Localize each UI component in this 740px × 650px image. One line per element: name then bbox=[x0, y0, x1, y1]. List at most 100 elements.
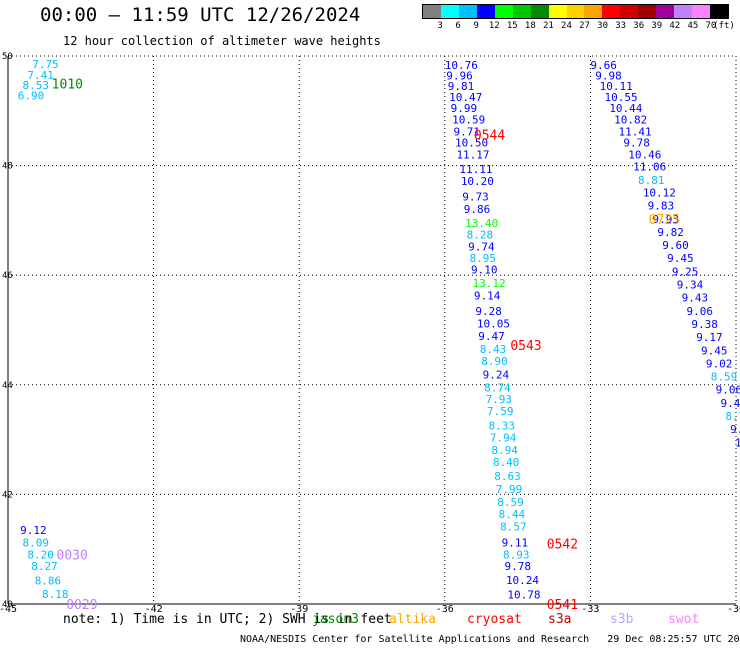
legend-swatch bbox=[602, 5, 621, 18]
legend-swatch bbox=[512, 5, 531, 18]
y-tick-label: 46 bbox=[2, 271, 13, 281]
wave-height-label: 9.12 bbox=[20, 524, 46, 537]
wave-height-label: 7.59 bbox=[487, 405, 514, 418]
wave-height-label: 9.78 bbox=[504, 560, 530, 573]
track-time-label: 0029 bbox=[66, 598, 97, 613]
wave-height-label: 10.76 bbox=[445, 59, 478, 72]
satellite-name: swot bbox=[668, 612, 700, 627]
wave-height-label: 10.05 bbox=[477, 317, 510, 330]
wave-height-label: 8.20 bbox=[27, 549, 54, 562]
satellite-name: jason3 bbox=[312, 612, 359, 627]
wave-height-label: 13.40 bbox=[465, 217, 498, 230]
wave-height-label: 9.81 bbox=[448, 80, 475, 93]
wave-height-label: 9.45 bbox=[701, 344, 728, 357]
wave-height-label: 11.06 bbox=[633, 161, 666, 174]
wave-height-label: 10.46 bbox=[628, 149, 661, 162]
wave-height-label: 9.82 bbox=[657, 226, 684, 239]
legend-tick-label: 45 bbox=[687, 21, 699, 31]
wave-height-label: 9.96 bbox=[446, 70, 473, 83]
wave-height-label: 8.95 bbox=[470, 252, 497, 265]
wave-height-label: 10.11 bbox=[600, 80, 633, 93]
wave-height-label: 10.24 bbox=[506, 574, 539, 587]
wave-height-label: 8.81 bbox=[638, 174, 665, 187]
legend-swatch bbox=[440, 5, 459, 18]
x-tick-label: -36 bbox=[436, 604, 454, 615]
wave-height-label: 9.83 bbox=[648, 200, 675, 213]
wave-height-label: 9.45 bbox=[667, 252, 694, 265]
wave-height-label: 10.55 bbox=[604, 91, 637, 104]
x-tick-label: -42 bbox=[145, 604, 163, 615]
x-tick-label: -39 bbox=[290, 604, 308, 615]
page-title: 00:00 – 11:59 UTC 12/26/2024 bbox=[40, 4, 361, 26]
wave-height-label: 8.43 bbox=[480, 343, 507, 356]
wave-height-label: 8.09 bbox=[23, 537, 49, 550]
wave-height-label: 11.11 bbox=[459, 163, 492, 176]
legend-tick-label: 6 bbox=[455, 21, 461, 31]
legend-swatch bbox=[584, 5, 603, 18]
legend-tick-label: 39 bbox=[651, 21, 663, 31]
wave-height-label: 9.06 bbox=[686, 305, 713, 318]
legend-swatch bbox=[423, 5, 441, 18]
satellite-name: altika bbox=[389, 612, 436, 627]
wave-height-label: 8.63 bbox=[494, 470, 520, 483]
wave-height-label: 8.18 bbox=[42, 588, 68, 601]
track-time-label: 1010 bbox=[52, 77, 83, 92]
satellite-name: s3b bbox=[610, 612, 634, 627]
color-legend: 3 6 9 12 15 18 21 24 27 30 33 36 39 42 45 70 (ft) bbox=[422, 4, 735, 36]
wave-height-label: 13.12 bbox=[472, 277, 505, 290]
legend-unit-label: (ft) bbox=[713, 21, 735, 31]
legend-swatch bbox=[638, 5, 657, 18]
legend-tick-label: 33 bbox=[615, 21, 627, 31]
wave-height-label: 8.44 bbox=[499, 508, 526, 521]
wave-height-label: 7.93 bbox=[486, 393, 513, 406]
wave-height-label: 9.02 bbox=[706, 357, 733, 370]
wave-height-label: 10.59 bbox=[452, 114, 485, 127]
wave-height-label: 9.86 bbox=[464, 203, 491, 216]
wave-height-label: 9.14 bbox=[474, 289, 501, 302]
wave-height-label: 9.43 bbox=[682, 292, 709, 305]
wave-height-label: 7.41 bbox=[27, 69, 54, 82]
x-tick-label: -30 bbox=[727, 604, 740, 615]
wave-height-label: 11.17 bbox=[456, 149, 489, 162]
wave-height-label: 11.41 bbox=[619, 126, 652, 139]
legend-tick-label: 30 bbox=[597, 21, 608, 31]
legend-swatch bbox=[494, 5, 513, 18]
wave-height-label: 9.47 bbox=[478, 330, 505, 343]
credit-line: NOAA/NESDIS Center for Satellite Applica… bbox=[240, 634, 740, 645]
legend-tick-label: 36 bbox=[633, 21, 645, 31]
satellite-name: cryosat bbox=[467, 612, 522, 627]
legend-swatch bbox=[458, 5, 477, 18]
wave-height-label: 8.72 bbox=[725, 410, 740, 423]
wave-height-label: 9.99 bbox=[451, 102, 478, 115]
wave-height-label: 9.74 bbox=[468, 241, 495, 254]
wave-height-label: 7.99 bbox=[496, 483, 523, 496]
legend-tick-label: 3 bbox=[437, 21, 443, 31]
wave-height-label: 10.44 bbox=[609, 102, 642, 115]
wave-height-label: 8.94 bbox=[491, 444, 518, 457]
wave-height-label: 9.42 bbox=[720, 397, 740, 410]
wave-height-label: 8.27 bbox=[31, 560, 57, 573]
legend-tick-label: 70 bbox=[705, 21, 717, 31]
y-tick-label: 42 bbox=[2, 490, 13, 500]
wave-height-label: 9.34 bbox=[677, 279, 704, 292]
wave-height-label: 8.86 bbox=[35, 574, 62, 587]
x-tick-label: -45 bbox=[0, 604, 17, 615]
track-time-label: 0543 bbox=[510, 339, 541, 354]
wave-height-label: 9.73 bbox=[462, 190, 489, 203]
legend-labels: 3 6 9 12 15 18 21 24 27 30 33 36 39 42 45 70 (ft) bbox=[422, 19, 735, 33]
wave-height-label: 9.66 bbox=[590, 59, 617, 72]
legend-tick-label: 12 bbox=[488, 21, 500, 31]
page-subtitle: 12 hour collection of altimeter wave hei… bbox=[63, 34, 381, 48]
legend-swatch bbox=[656, 5, 675, 18]
legend-tick-label: 9 bbox=[473, 21, 479, 31]
track-time-label: 0544 bbox=[474, 128, 505, 143]
legend-tick-label: 24 bbox=[561, 21, 572, 31]
wave-height-label: 9.06 bbox=[716, 384, 740, 397]
legend-tick-label: 42 bbox=[669, 21, 681, 31]
wave-height-label: 6.90 bbox=[18, 89, 44, 102]
track-time-label: 0542 bbox=[547, 538, 578, 553]
wave-height-label: 8.59 bbox=[497, 496, 524, 509]
wave-height-label: 9.71 bbox=[454, 126, 481, 139]
legend-tick-label: 15 bbox=[506, 21, 518, 31]
